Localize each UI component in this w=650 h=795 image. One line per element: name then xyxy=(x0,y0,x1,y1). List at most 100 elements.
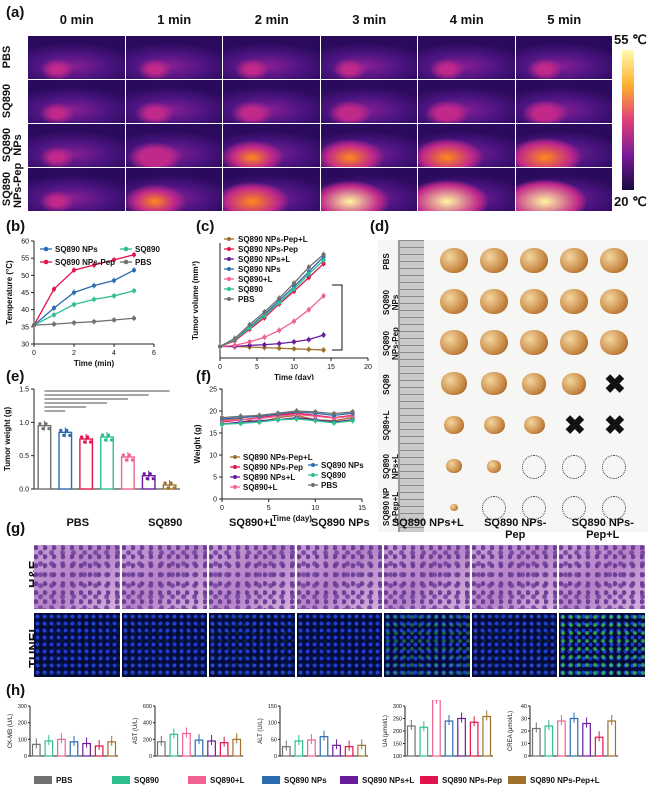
data-point xyxy=(52,322,56,327)
thermal-cell xyxy=(515,168,612,211)
legend-swatch xyxy=(112,776,130,784)
data-point xyxy=(306,337,311,342)
data-point xyxy=(292,287,296,291)
legend-marker xyxy=(233,465,237,469)
legend-label: SQ890 NPs xyxy=(321,461,364,470)
thermal-cell xyxy=(418,36,515,79)
legend-marker xyxy=(311,483,315,487)
thermal-cell xyxy=(418,80,515,123)
data-point xyxy=(59,428,63,432)
histology-column-header: SQ890 NPs xyxy=(310,517,370,529)
y-tick-label: 30 xyxy=(21,342,29,349)
data-point xyxy=(313,414,318,419)
y-axis-label: Tumor volume (mm³) xyxy=(192,261,200,340)
data-point xyxy=(52,287,56,292)
legend-label: SQ890+L xyxy=(238,275,273,284)
data-point xyxy=(277,300,282,305)
time-header: 2 min xyxy=(254,12,289,27)
thermal-cell xyxy=(125,124,222,167)
data-point xyxy=(276,411,280,416)
y-tick-label: 0 xyxy=(24,754,27,760)
thermal-cell xyxy=(515,80,612,123)
legend-marker xyxy=(227,237,231,241)
data-point xyxy=(92,283,96,288)
y-tick-label: 100 xyxy=(393,754,402,760)
legend-label: SQ890 NPs xyxy=(284,776,327,785)
y-tick-label: 1.5 xyxy=(19,387,29,394)
cross-icon: ✖ xyxy=(604,369,626,399)
data-point xyxy=(257,420,262,424)
cross-icon: ✖ xyxy=(604,410,626,440)
bar xyxy=(569,717,579,757)
he-image xyxy=(209,545,295,609)
bar xyxy=(444,720,454,757)
data-point xyxy=(65,428,69,432)
data-point xyxy=(247,326,252,331)
x-tick-label: 20 xyxy=(364,364,372,371)
y-tick-label: 60 xyxy=(21,239,29,246)
data-point xyxy=(68,433,72,437)
data-point xyxy=(112,257,116,262)
y-axis-label: CREA (μmol/L) xyxy=(508,711,514,751)
y-tick-label: 25 xyxy=(209,387,217,394)
y-tick-label: 10 xyxy=(209,453,217,460)
x-tick-label: 0 xyxy=(32,350,36,357)
legend-label: PBS xyxy=(56,776,73,785)
legend-marker xyxy=(311,473,315,477)
legend-label: SQ890+L xyxy=(243,483,278,492)
tumor xyxy=(562,373,586,395)
panel-label-h: (h) xyxy=(6,682,26,699)
tumor xyxy=(480,289,508,315)
legend-marker xyxy=(227,277,231,281)
histology-column-header: SQ890 xyxy=(148,517,183,529)
tunel-image xyxy=(296,613,382,677)
y-tick-label: 50 xyxy=(271,737,277,743)
cross-icon: ✖ xyxy=(564,410,586,440)
data-point xyxy=(41,427,45,431)
data-point xyxy=(262,313,267,318)
x-tick-label: 6 xyxy=(152,350,156,357)
bar xyxy=(557,720,566,757)
tunel-image xyxy=(121,613,207,677)
legend-marker xyxy=(123,259,129,265)
data-point xyxy=(306,347,311,352)
legend-marker xyxy=(233,455,237,459)
panel-label-a: (a) xyxy=(6,4,25,21)
tumor xyxy=(520,248,548,274)
series-line xyxy=(219,263,325,348)
y-tick-label: 150 xyxy=(268,704,277,710)
thermal-cell xyxy=(223,36,320,79)
thermal-cell xyxy=(223,168,320,211)
data-point xyxy=(306,307,311,312)
bar xyxy=(531,727,541,757)
tumor xyxy=(480,248,508,274)
significance-bracket xyxy=(332,284,343,351)
y-axis-label: ALT (U/L) xyxy=(258,718,264,743)
data-point xyxy=(232,336,237,341)
y-tick-label: 100 xyxy=(18,737,27,743)
bar xyxy=(582,722,591,757)
thermal-color-scale xyxy=(622,50,634,190)
legend-swatch xyxy=(188,776,206,784)
legend-swatch xyxy=(262,776,280,784)
y-tick-label: 0.0 xyxy=(19,487,29,494)
y-axis-label: Weight (g) xyxy=(193,424,202,463)
tumor xyxy=(440,248,468,274)
time-header: 4 min xyxy=(449,12,484,27)
panel-label-f: (f) xyxy=(196,368,211,385)
histology-column-header: SQ890+L xyxy=(229,517,277,529)
data-point xyxy=(321,333,326,337)
thermal-cell xyxy=(320,36,417,79)
y-tick-label: 50 xyxy=(21,273,29,280)
y-tick-label: 600 xyxy=(143,704,152,710)
ruler xyxy=(398,240,424,532)
legend-swatch xyxy=(340,776,358,784)
tumor xyxy=(441,372,467,396)
data-point xyxy=(232,343,237,348)
y-tick-label: 300 xyxy=(18,704,27,710)
legend-marker xyxy=(43,259,49,265)
data-point xyxy=(321,258,326,263)
data-point xyxy=(262,310,267,314)
data-point xyxy=(92,263,96,268)
